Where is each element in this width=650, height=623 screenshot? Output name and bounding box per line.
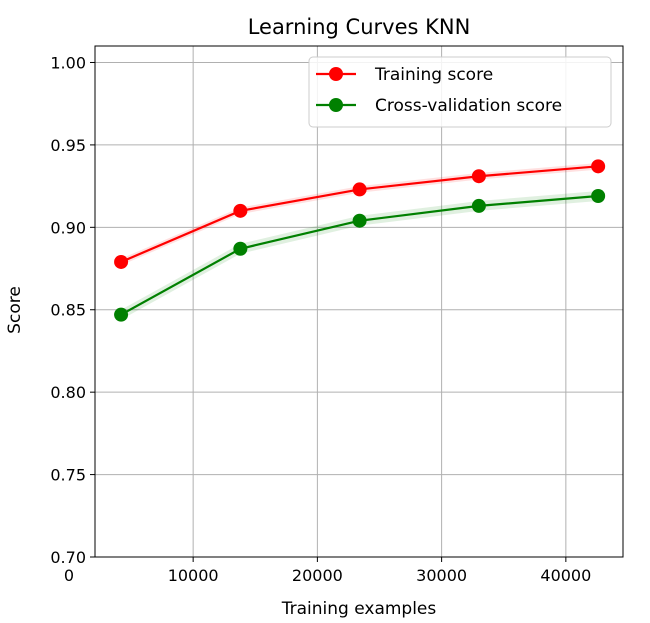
series-1-point bbox=[352, 213, 367, 228]
chart-title: Learning Curves KNN bbox=[248, 15, 471, 39]
legend-label: Training score bbox=[374, 65, 493, 85]
x-axis-label: Training examples bbox=[281, 599, 437, 619]
plot-frame bbox=[94, 45, 624, 558]
y-tick-label: 0.95 bbox=[50, 136, 86, 155]
series-1-point bbox=[233, 241, 248, 256]
x-axis-ticks: 0 10000 20000 30000 40000 bbox=[64, 557, 591, 585]
y-tick-label: 0.80 bbox=[50, 383, 86, 402]
series-1-point bbox=[471, 198, 486, 213]
series-0-point bbox=[591, 159, 606, 174]
y-tick-label: 0.85 bbox=[50, 301, 86, 320]
legend-swatch-marker bbox=[329, 98, 343, 112]
data-points bbox=[114, 159, 606, 322]
y-tick-label: 0.75 bbox=[50, 466, 86, 485]
series-1-point bbox=[114, 307, 129, 322]
series-0-point bbox=[471, 169, 486, 184]
legend: Training score Cross-validation score bbox=[308, 56, 612, 128]
series-0-point bbox=[352, 182, 367, 197]
legend-swatch-marker bbox=[329, 67, 343, 81]
x-tick-label: 40000 bbox=[540, 566, 591, 585]
y-tick-label: 1.00 bbox=[50, 53, 86, 72]
series-0-point bbox=[114, 254, 129, 269]
x-tick-label: 30000 bbox=[416, 566, 467, 585]
series-0-band bbox=[121, 163, 599, 266]
y-axis-label: Score bbox=[5, 286, 25, 334]
legend-box bbox=[308, 56, 612, 128]
series-1-point bbox=[591, 189, 606, 204]
y-tick-label: 0.90 bbox=[50, 218, 86, 237]
legend-label: Cross-validation score bbox=[375, 96, 562, 116]
series-0-point bbox=[233, 203, 248, 218]
x-tick-label: 20000 bbox=[292, 566, 343, 585]
y-tick-label: 0.70 bbox=[50, 548, 86, 567]
y-axis-ticks: 0.70 0.75 0.80 0.85 0.90 0.95 1.00 bbox=[50, 53, 95, 567]
x-tick-label: 10000 bbox=[168, 566, 219, 585]
x-tick-label: 0 bbox=[64, 566, 74, 585]
